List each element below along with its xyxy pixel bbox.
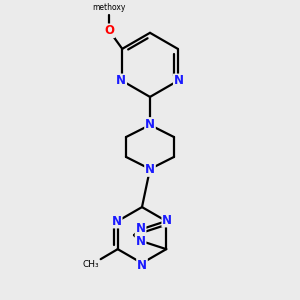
Text: methoxy: methoxy xyxy=(92,3,126,12)
Text: CH₃: CH₃ xyxy=(82,260,99,269)
Text: N: N xyxy=(116,74,126,87)
Text: N: N xyxy=(162,214,172,226)
Text: N: N xyxy=(174,74,184,87)
Text: N: N xyxy=(145,118,155,131)
Text: N: N xyxy=(112,214,122,228)
Text: N: N xyxy=(136,222,146,235)
Text: N: N xyxy=(136,235,146,248)
Text: O: O xyxy=(104,24,114,37)
Text: N: N xyxy=(137,259,147,272)
Text: N: N xyxy=(145,163,155,176)
